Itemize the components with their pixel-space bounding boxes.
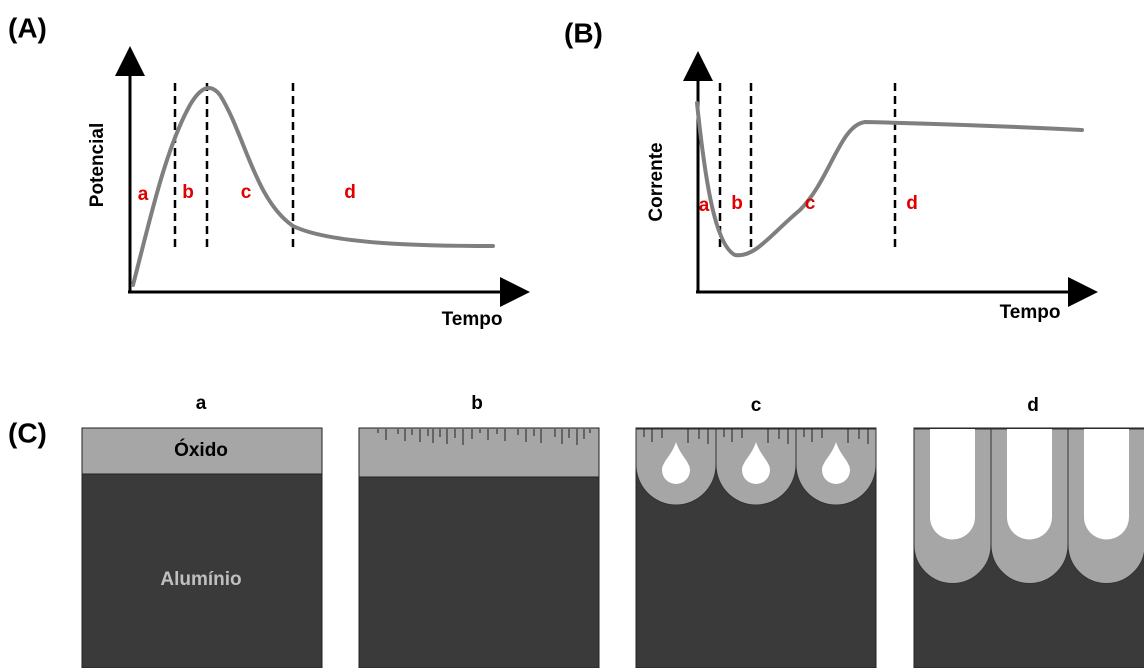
pore-cells — [914, 428, 1144, 584]
region-label: d — [906, 193, 918, 214]
stage-label: a — [196, 393, 207, 414]
panel-label: (B) — [564, 17, 603, 48]
oxide-layer — [81, 427, 323, 475]
oxide-layer — [358, 427, 600, 478]
y-axis-title: Corrente — [646, 142, 667, 221]
pore-void — [1084, 429, 1129, 540]
region-label: a — [138, 184, 149, 205]
x-axis-title: Tempo — [442, 309, 503, 330]
pore-void — [742, 442, 770, 484]
pore-void — [662, 442, 690, 484]
pores — [377, 429, 591, 445]
region-label: a — [699, 195, 710, 216]
pore-void — [930, 429, 975, 540]
panel-label: (A) — [8, 12, 47, 43]
region-label: b — [182, 182, 194, 203]
current-curve — [695, 101, 1084, 258]
pore-void — [822, 442, 850, 484]
stage-label: d — [1027, 395, 1039, 416]
region-label: c — [241, 182, 252, 203]
region-label: c — [805, 193, 816, 214]
potential-curve — [131, 86, 495, 287]
stage-label: c — [751, 395, 762, 416]
region-label: d — [344, 182, 356, 203]
y-axis-title: Potencial — [87, 123, 108, 207]
pore-void — [1007, 429, 1052, 540]
panel-label: (C) — [8, 417, 47, 448]
oxide-label: Óxido — [174, 439, 228, 461]
stage-label: b — [471, 393, 483, 414]
pore-cells — [635, 428, 877, 506]
x-axis-title: Tempo — [1000, 302, 1061, 323]
region-label: b — [731, 193, 743, 214]
metal-label: Alumínio — [160, 569, 241, 590]
